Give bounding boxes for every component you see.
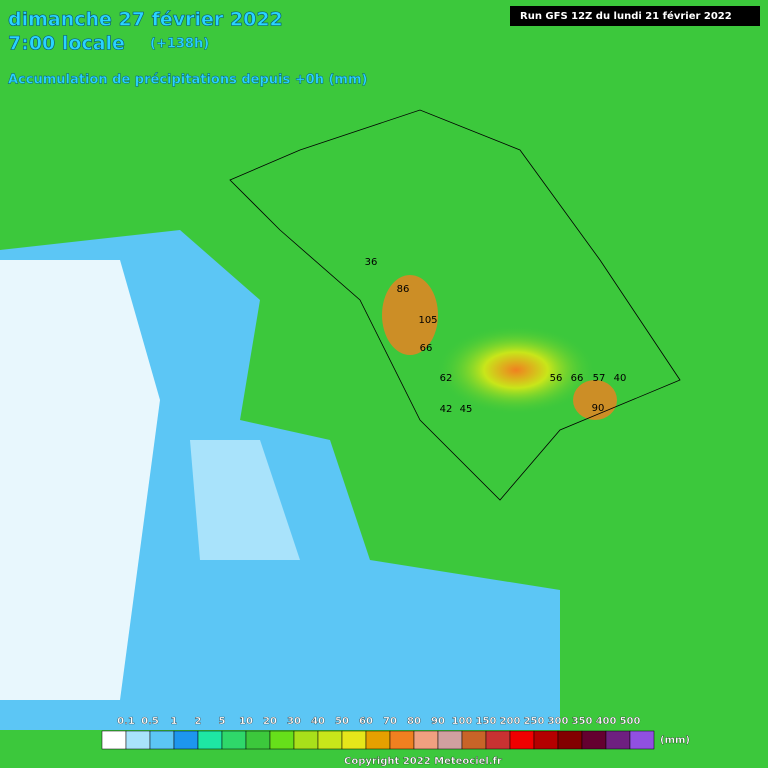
precip-value: 66 — [571, 373, 584, 384]
legend-swatch — [365, 730, 391, 750]
precip-value: 36 — [365, 257, 378, 268]
precip-value: 45 — [460, 404, 473, 415]
time-title: 7:00 locale — [8, 33, 125, 55]
legend-label: 400 — [596, 716, 617, 727]
legend-label: 40 — [311, 716, 325, 727]
legend-swatch — [461, 730, 487, 750]
legend-label: 70 — [383, 716, 397, 727]
legend-label: 10 — [239, 716, 253, 727]
precip-value: 56 — [550, 373, 563, 384]
precip-value: 40 — [614, 373, 627, 384]
legend-label: 150 — [476, 716, 497, 727]
legend-label: 0.5 — [141, 716, 159, 727]
precip-value: 66 — [420, 343, 433, 354]
legend-swatch — [389, 730, 415, 750]
dry-area — [0, 260, 160, 700]
legend-label: 30 — [287, 716, 301, 727]
legend-label: 50 — [335, 716, 349, 727]
run-box — [510, 6, 760, 26]
legend-label: 1 — [171, 716, 178, 727]
legend-swatch — [581, 730, 607, 750]
legend-swatch — [149, 730, 175, 750]
legend-unit: (mm) — [660, 735, 690, 746]
legend-label: 100 — [452, 716, 473, 727]
sea-area — [190, 440, 300, 560]
legend-swatch — [533, 730, 559, 750]
legend-label: 250 — [524, 716, 545, 727]
legend-swatch — [221, 730, 247, 750]
legend-swatch — [437, 730, 463, 750]
legend-swatch — [197, 730, 223, 750]
lead-time: (+138h) — [150, 37, 209, 52]
rain-core — [382, 275, 438, 355]
legend-label: 200 — [500, 716, 521, 727]
legend-swatch — [269, 730, 295, 750]
legend-swatch — [509, 730, 535, 750]
legend-label: 80 — [407, 716, 421, 727]
precip-value: 42 — [440, 404, 453, 415]
legend-label: 300 — [548, 716, 569, 727]
rain-core — [573, 380, 617, 420]
legend-swatch — [557, 730, 583, 750]
legend-swatch — [125, 730, 151, 750]
legend-swatch — [101, 730, 127, 750]
legend-swatch — [485, 730, 511, 750]
legend-swatch — [605, 730, 631, 750]
legend-label: 0.1 — [117, 716, 135, 727]
precip-value: 90 — [592, 403, 605, 414]
legend-swatch — [413, 730, 439, 750]
subtitle: Accumulation de précipitations depuis +0… — [8, 73, 367, 88]
legend-label: 90 — [431, 716, 445, 727]
legend-swatch — [245, 730, 271, 750]
legend-swatch — [341, 730, 367, 750]
legend-swatch — [173, 730, 199, 750]
legend-swatch — [317, 730, 343, 750]
legend-label: 60 — [359, 716, 373, 727]
date-title: dimanche 27 février 2022 — [8, 9, 283, 31]
legend-label: 5 — [219, 716, 226, 727]
run-info: Run GFS 12Z du lundi 21 février 2022 — [520, 10, 732, 22]
precip-value: 86 — [397, 284, 410, 295]
legend-swatch — [293, 730, 319, 750]
legend-label: 350 — [572, 716, 593, 727]
legend-label: 20 — [263, 716, 277, 727]
legend-label: 500 — [620, 716, 641, 727]
copyright: Copyright 2022 Meteociel.fr — [344, 756, 502, 767]
legend-label: 2 — [195, 716, 202, 727]
precip-value: 57 — [593, 373, 606, 384]
legend-swatch — [629, 730, 655, 750]
precip-value: 62 — [440, 373, 453, 384]
coastline — [229, 109, 681, 501]
precip-value: 105 — [418, 315, 437, 326]
